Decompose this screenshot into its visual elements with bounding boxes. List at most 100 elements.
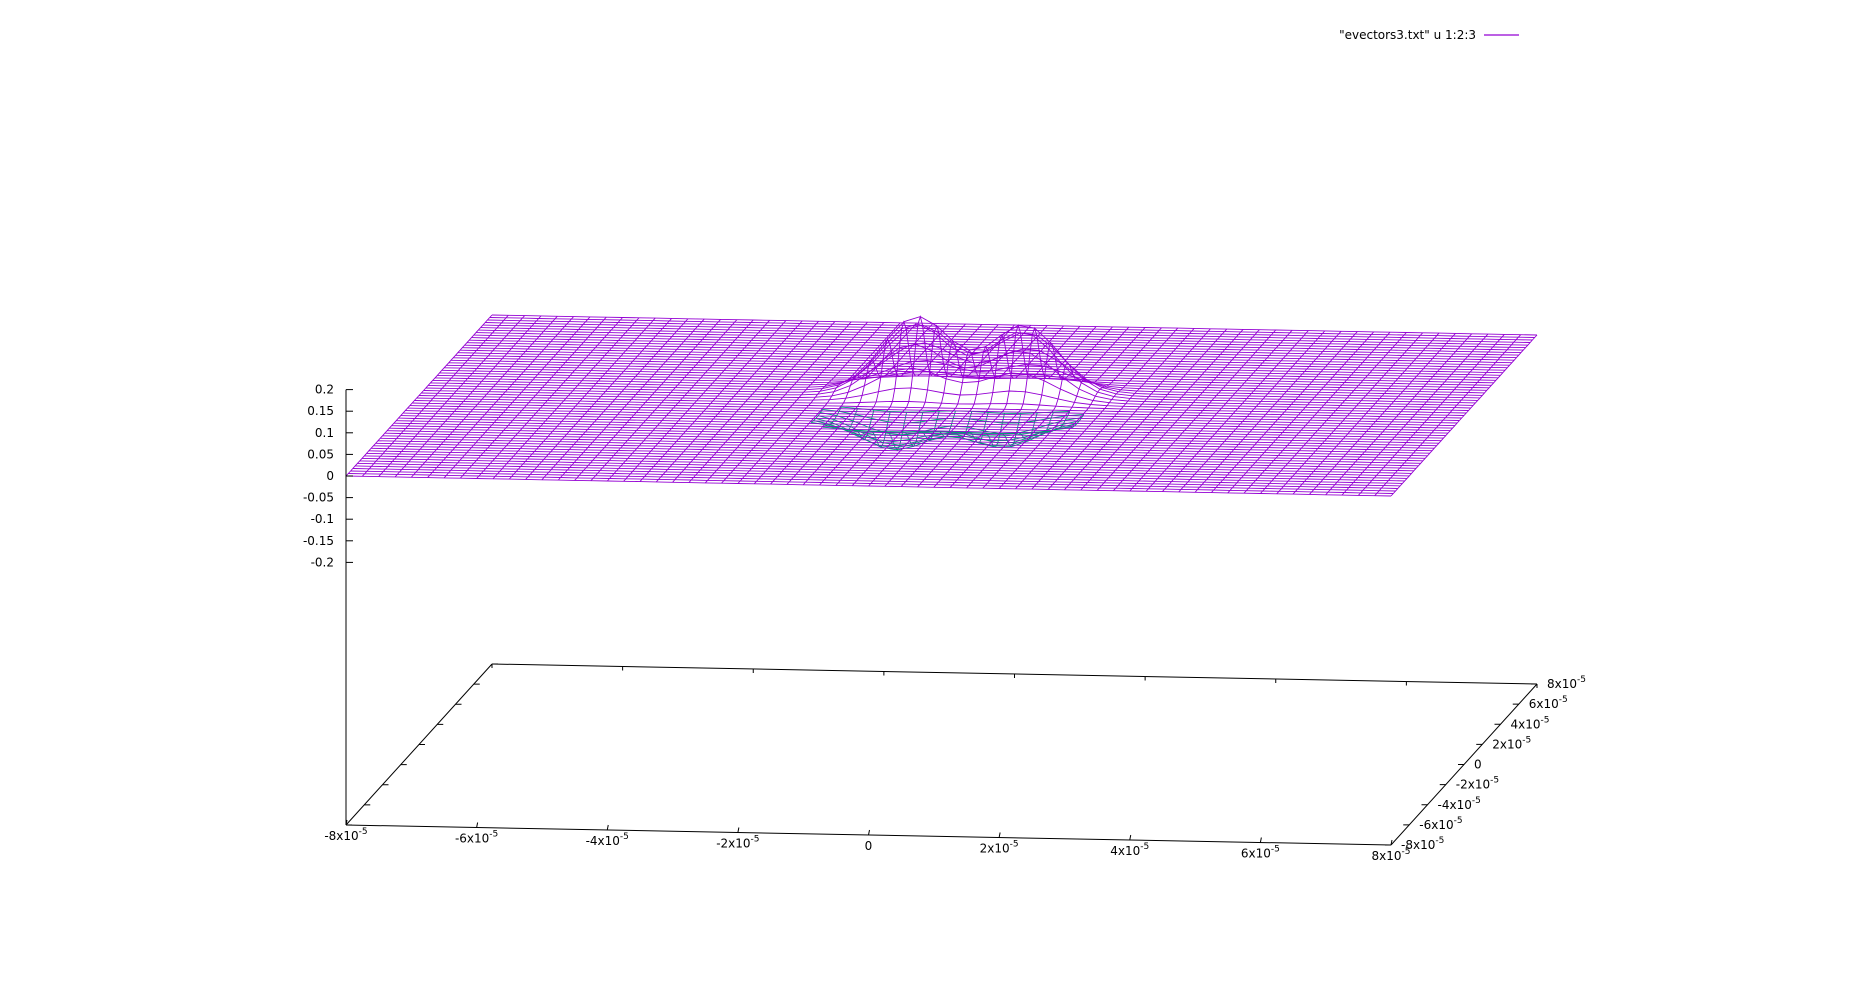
z-axis: 0.2 0.15 0.1 0.05 0 -0.05 -0.1 -0.15 -0.2 [303, 383, 353, 825]
underside-mesh-line [918, 411, 940, 441]
x-tick-mark [1259, 837, 1262, 843]
surface-mesh-line [1309, 333, 1456, 495]
surface-mesh-line [606, 319, 754, 482]
surface-mesh-line [1227, 331, 1375, 494]
surface-mesh-line [1113, 329, 1260, 492]
surface-mesh-line [508, 317, 656, 480]
tick-exponent: -5 [1435, 836, 1444, 846]
z-tick-label: -0.1 [311, 512, 334, 526]
x-tick-mark [868, 829, 870, 836]
z-tick-label: 0.2 [315, 383, 334, 397]
x-axis: -8x10-5 -6x10-5 -4x10-5 -2x10-5 0 2x10-5 4x10-… [324, 664, 1538, 863]
x-tick-mark [476, 822, 479, 828]
tick-mantissa: -6 [455, 832, 467, 846]
surface-mesh-line [443, 316, 591, 479]
tick-label: -6x10-5 [1419, 816, 1462, 832]
tick-label: -8x10-5 [324, 827, 367, 843]
tick-exponent: -5 [489, 830, 498, 840]
tick-mantissa: 8 [1372, 849, 1380, 863]
tick-label: 8x10-5 [1372, 847, 1411, 863]
tick-label: 4x10-5 [1110, 842, 1149, 858]
tick-mantissa: 2 [1492, 737, 1500, 751]
tick-base: x10 [1555, 677, 1577, 691]
surface-mesh-line [688, 321, 836, 483]
tick-base: x10 [1118, 844, 1140, 858]
tick-mantissa: -4 [586, 834, 598, 848]
surface-mesh-line [1390, 334, 1538, 497]
surface-mesh-line [1129, 329, 1277, 492]
tick-base: x10 [336, 829, 358, 843]
z-tick-label: -0.2 [311, 555, 334, 569]
surface-mesh-line [802, 323, 950, 486]
tick-exponent: -5 [1541, 715, 1550, 725]
surface-mesh-line [1292, 332, 1440, 495]
surface-mesh-line [1341, 333, 1489, 496]
tick-base: x10 [467, 832, 489, 846]
tick-mantissa: -8 [1401, 838, 1413, 852]
tick-label: 0 [1474, 758, 1482, 772]
surface-mesh-line [394, 315, 542, 478]
tick-exponent: -5 [1402, 847, 1411, 857]
surface-mesh-line [933, 324, 1081, 488]
tick-base: x10 [1500, 737, 1522, 751]
surface-mesh-line [900, 325, 1048, 487]
surface-mesh-line [1276, 332, 1424, 495]
tick-label: -2x10-5 [1456, 776, 1499, 792]
tick-exponent: -5 [1559, 695, 1568, 705]
surface-mesh-line [590, 319, 738, 482]
surface-mesh-line [1211, 331, 1358, 493]
surface-mesh-line [1162, 330, 1309, 492]
surface-mesh-line [378, 315, 526, 477]
legend: "evectors3.txt" u 1:2:3 [1339, 28, 1519, 42]
surface-mesh-line [1178, 330, 1326, 493]
surface-mesh-line [672, 320, 819, 483]
tick-exponent: -5 [1010, 840, 1019, 850]
surface-mesh-line [361, 314, 509, 477]
surface-mesh-line [835, 314, 983, 486]
x-tick-mark [737, 827, 740, 833]
z-tick-label: 0 [326, 469, 334, 483]
surface-mesh-line [1325, 333, 1473, 496]
surface-mesh-line [623, 319, 770, 482]
tick-exponent: -5 [1490, 776, 1499, 786]
surface-mesh-line [345, 314, 493, 477]
x-tick-mark [1390, 839, 1393, 846]
tick-mantissa: -8 [324, 829, 336, 843]
tick-label: 6x10-5 [1241, 845, 1280, 861]
tick-base: x10 [987, 842, 1009, 856]
tick-exponent: -5 [1522, 735, 1531, 745]
surface-mesh-line [998, 327, 1146, 489]
surface-mesh-line [737, 322, 885, 484]
tick-mantissa: 6 [1529, 697, 1537, 711]
underside-mesh-line [1051, 411, 1071, 432]
surface-top [345, 314, 1538, 497]
tick-label: 6x10-5 [1529, 695, 1568, 711]
tick-mantissa: 4 [1511, 717, 1519, 731]
z-tick-label: 0.05 [307, 447, 334, 461]
tick-label: 8x10-5 [1547, 675, 1586, 691]
tick-exponent: -5 [1140, 842, 1149, 852]
surface-mesh-line [786, 323, 934, 485]
surface-mesh-line [1145, 329, 1293, 492]
surface-mesh-line [851, 324, 999, 487]
surface-mesh-line [541, 318, 689, 481]
tick-base: x10 [1379, 849, 1401, 863]
surface-mesh-line [1194, 330, 1342, 493]
tick-exponent: -5 [1454, 816, 1463, 826]
surface-mesh-line [1260, 332, 1407, 494]
tick-label: 2x10-5 [1492, 735, 1531, 751]
surface-mesh-line [1064, 328, 1211, 491]
x-tick-mark [1129, 834, 1132, 841]
surface-mesh-line [459, 316, 607, 479]
tick-mantissa: 4 [1110, 844, 1118, 858]
tick-label: -2x10-5 [716, 835, 759, 851]
z-tick-label: -0.15 [303, 534, 334, 548]
underside-mesh-line [822, 406, 842, 428]
surface-mesh-line [753, 322, 901, 485]
surface-mesh-line [1357, 334, 1505, 496]
tick-exponent: -5 [1271, 845, 1280, 855]
tick-label: 2x10-5 [980, 840, 1019, 856]
y-axis: -8x10-5-6x10-5-4x10-5-2x10-502x10-54x10-… [346, 663, 1586, 852]
